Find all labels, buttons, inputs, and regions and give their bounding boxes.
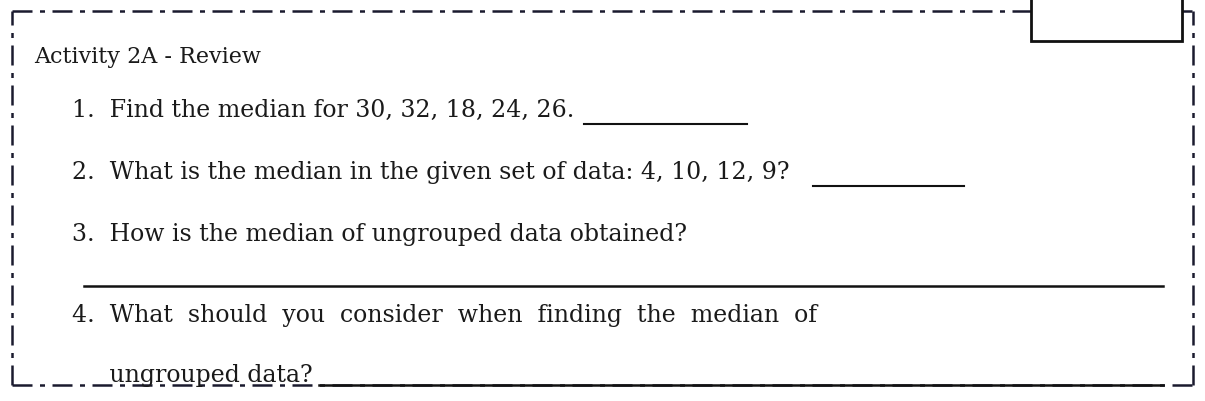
Text: 1.  Find the median for 30, 32, 18, 24, 26.: 1. Find the median for 30, 32, 18, 24, 2… — [72, 98, 575, 121]
Text: 4.  What  should  you  consider  when  finding  the  median  of: 4. What should you consider when finding… — [72, 303, 817, 326]
Text: Activity 2A - Review: Activity 2A - Review — [34, 46, 260, 68]
Text: ungrouped data?: ungrouped data? — [72, 363, 313, 386]
Text: 2.  What is the median in the given set of data: 4, 10, 12, 9?: 2. What is the median in the given set o… — [72, 160, 789, 183]
FancyBboxPatch shape — [1031, 0, 1182, 42]
Text: 3.  How is the median of ungrouped data obtained?: 3. How is the median of ungrouped data o… — [72, 223, 687, 245]
